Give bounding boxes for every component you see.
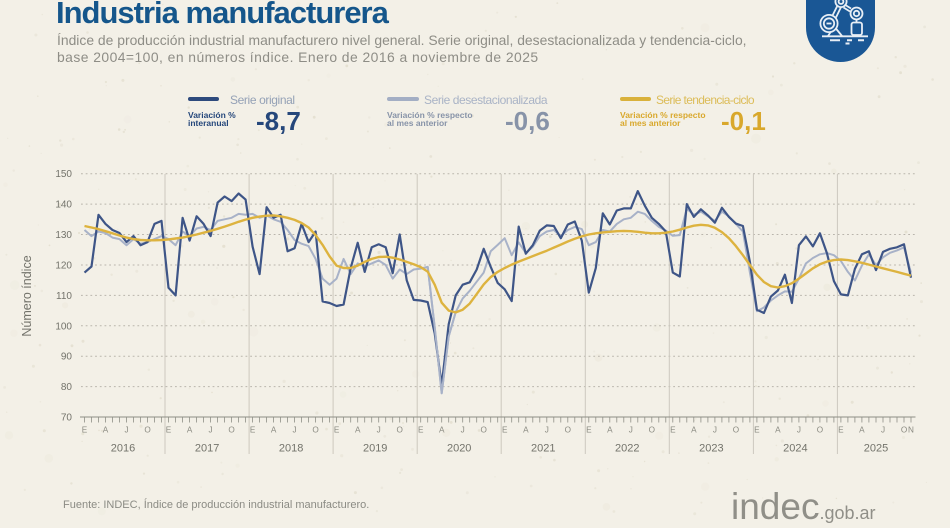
svg-text:E: E: [418, 426, 424, 435]
svg-text:A: A: [271, 426, 277, 435]
svg-text:A: A: [439, 426, 445, 435]
svg-text:O: O: [817, 426, 823, 435]
svg-text:A: A: [775, 426, 781, 435]
svg-text:O: O: [312, 426, 318, 435]
svg-text:E: E: [166, 426, 172, 435]
svg-text:E: E: [670, 426, 676, 435]
svg-text:2019: 2019: [363, 443, 387, 455]
svg-text:2016: 2016: [111, 443, 135, 455]
svg-text:J: J: [545, 426, 549, 435]
svg-text:E: E: [82, 426, 88, 435]
svg-text:140: 140: [55, 200, 72, 211]
svg-text:J: J: [293, 426, 297, 435]
svg-text:E: E: [250, 426, 256, 435]
svg-text:2017: 2017: [195, 443, 219, 455]
svg-text:E: E: [334, 426, 340, 435]
svg-text:E: E: [502, 426, 508, 435]
svg-text:A: A: [523, 426, 529, 435]
svg-text:80: 80: [61, 382, 73, 393]
svg-text:2025: 2025: [864, 443, 888, 455]
svg-text:2021: 2021: [531, 443, 555, 455]
svg-text:O: O: [228, 426, 234, 435]
svg-text:110: 110: [56, 291, 72, 302]
svg-text:J: J: [377, 426, 381, 435]
svg-text:2022: 2022: [615, 443, 639, 455]
svg-text:J: J: [124, 426, 128, 435]
svg-text:J: J: [629, 426, 633, 435]
svg-text:130: 130: [55, 230, 72, 241]
svg-text:O: O: [144, 426, 150, 435]
svg-text:120: 120: [55, 261, 72, 272]
svg-text:150: 150: [55, 169, 72, 180]
svg-text:100: 100: [55, 321, 72, 332]
svg-text:E: E: [586, 426, 592, 435]
svg-text:O: O: [481, 426, 487, 435]
svg-text:A: A: [187, 426, 193, 435]
svg-text:E: E: [838, 426, 844, 435]
svg-text:J: J: [881, 426, 885, 435]
svg-text:90: 90: [61, 352, 73, 363]
svg-text:70: 70: [61, 413, 73, 424]
svg-text:2024: 2024: [783, 443, 807, 455]
svg-text:Número índice: Número índice: [20, 255, 34, 336]
svg-text:A: A: [607, 426, 613, 435]
svg-text:A: A: [691, 426, 697, 435]
svg-text:J: J: [797, 426, 801, 435]
svg-text:J: J: [461, 426, 465, 435]
svg-text:J: J: [713, 426, 717, 435]
svg-text:J: J: [209, 426, 213, 435]
svg-text:O: O: [901, 426, 907, 435]
svg-text:A: A: [103, 426, 109, 435]
svg-text:2023: 2023: [699, 443, 723, 455]
svg-text:N: N: [908, 426, 914, 435]
svg-text:O: O: [649, 426, 655, 435]
svg-text:A: A: [859, 426, 865, 435]
svg-text:O: O: [565, 426, 571, 435]
svg-text:O: O: [397, 426, 403, 435]
svg-text:2020: 2020: [447, 443, 471, 455]
svg-text:E: E: [754, 426, 760, 435]
svg-text:O: O: [733, 426, 739, 435]
svg-text:2018: 2018: [279, 443, 303, 455]
svg-text:A: A: [355, 426, 361, 435]
